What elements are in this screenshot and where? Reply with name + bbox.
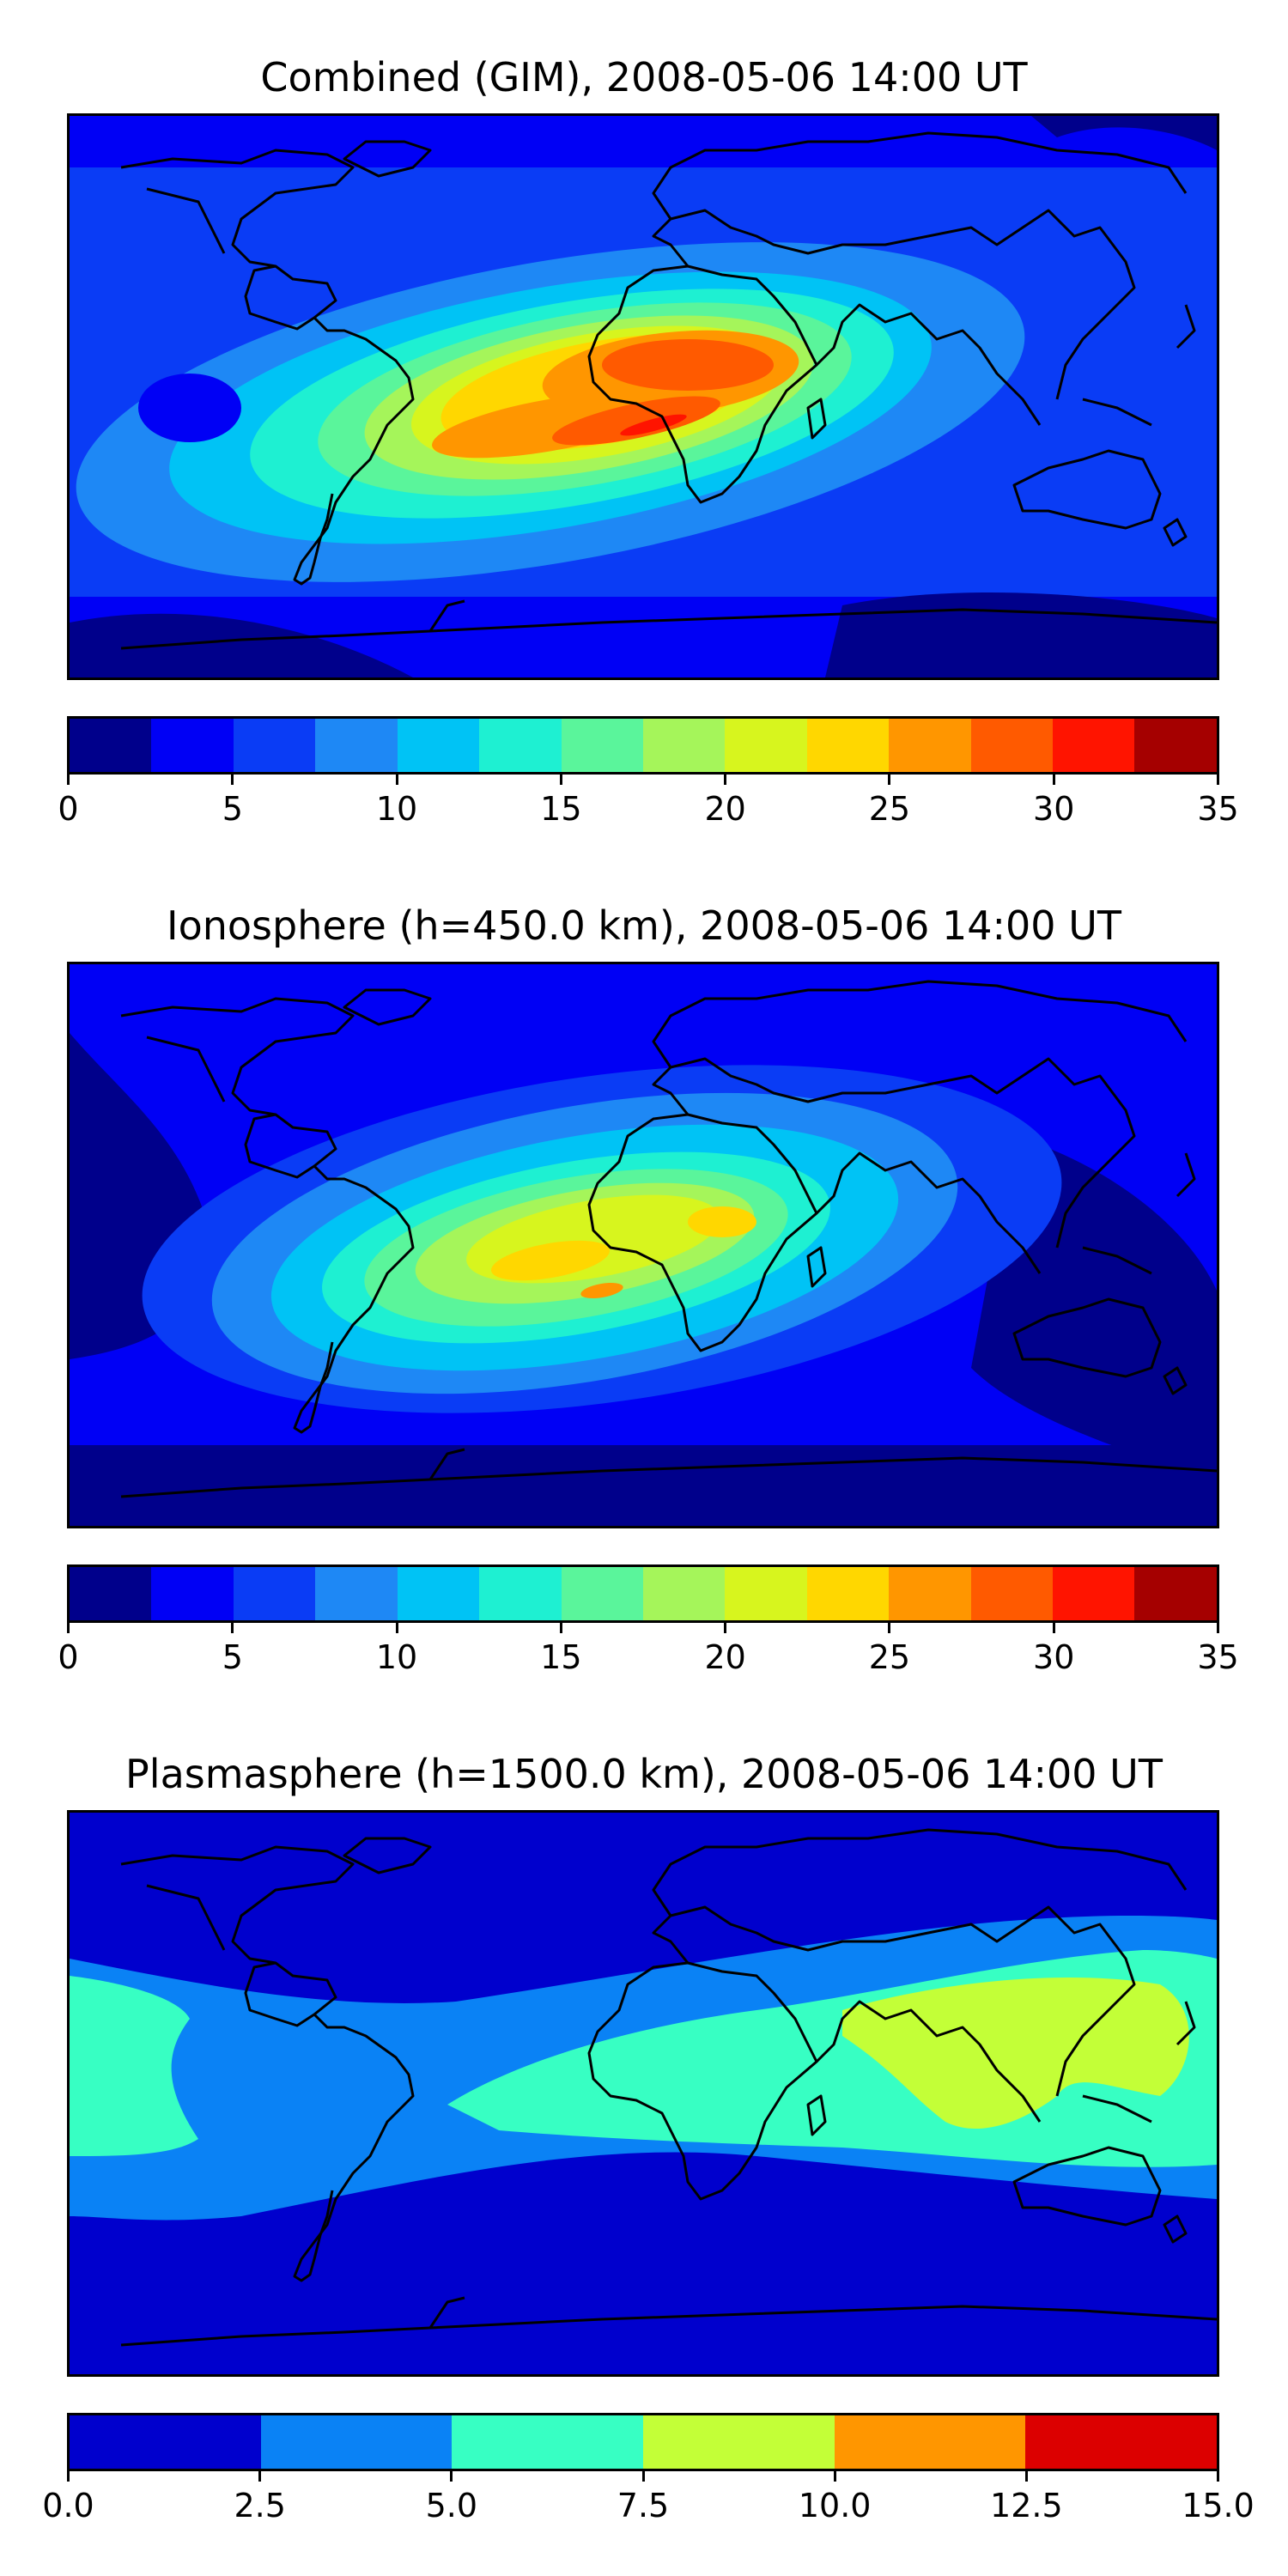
colorbar [67, 1564, 1219, 1623]
tick-mark [833, 2471, 836, 2482]
tick-mark [1052, 1623, 1055, 1633]
tick-mark [1217, 2471, 1219, 2482]
coastlines [120, 1828, 1217, 2347]
colorbar-segment [889, 719, 971, 772]
tick-label: 15.0 [1182, 2487, 1255, 2524]
tick-mark [888, 775, 891, 785]
tick-label: 15 [540, 1638, 582, 1676]
colorbar-segment [315, 719, 398, 772]
colorbar-segment [970, 719, 1054, 772]
colorbar-segment [725, 1567, 807, 1620]
tick-mark [395, 775, 398, 785]
tick-label: 35 [1197, 1638, 1239, 1676]
map-plot [67, 1810, 1219, 2377]
colorbar-ticks: 0 5 10 15 20 25 30 35 [58, 1623, 1239, 1683]
tick-mark [559, 1623, 562, 1633]
colorbar-segment [806, 719, 890, 772]
colorbar-segment [70, 1567, 152, 1620]
colorbar-segment [1025, 2415, 1218, 2469]
tick-label: 2.5 [234, 2487, 286, 2524]
tick-mark [1024, 2471, 1028, 2482]
tick-mark [395, 1623, 398, 1633]
panel-title: Plasmasphere (h=1500.0 km), 2008-05-06 1… [125, 1751, 1163, 1797]
colorbar-segment [479, 1567, 562, 1620]
colorbar-segment [889, 1567, 971, 1620]
colorbar-ticks: 0 5 10 15 20 25 30 35 [58, 775, 1239, 835]
colorbar-segment [725, 719, 807, 772]
map-plot [67, 113, 1219, 680]
tick-mark [231, 1623, 234, 1633]
colorbar-segment [642, 1567, 726, 1620]
contour-fill [70, 1813, 1217, 2374]
colorbar-segment [70, 719, 152, 772]
tick-label: 0 [58, 1638, 79, 1676]
tick-mark [450, 2471, 453, 2482]
colorbar-segment [1134, 719, 1217, 772]
panel-title: Combined (GIM), 2008-05-06 14:00 UT [260, 54, 1028, 100]
contour-fill [70, 964, 1217, 1526]
colorbar-segment [1134, 1567, 1217, 1620]
colorbar-segment [315, 1567, 398, 1620]
colorbar-segment [479, 719, 562, 772]
tick-label: 0.0 [42, 2487, 94, 2524]
colorbar-segment [151, 1567, 234, 1620]
tick-label: 30 [1033, 790, 1075, 828]
colorbar [67, 2413, 1219, 2471]
tick-label: 5.0 [425, 2487, 478, 2524]
tick-label: 35 [1197, 790, 1239, 828]
tick-mark [258, 2471, 262, 2482]
tick-mark [1217, 775, 1219, 785]
contour-fill [70, 116, 1217, 677]
panel-title: Ionosphere (h=450.0 km), 2008-05-06 14:0… [167, 902, 1121, 949]
tick-label: 7.5 [617, 2487, 670, 2524]
tick-mark [1217, 1623, 1219, 1633]
tick-label: 25 [868, 790, 911, 828]
tick-mark [724, 775, 727, 785]
coastlines [120, 980, 1217, 1498]
colorbar-segment [643, 2415, 835, 2469]
colorbar [67, 716, 1219, 775]
tick-mark [559, 775, 562, 785]
colorbar-segment [151, 719, 234, 772]
map-plot [67, 962, 1219, 1528]
tick-mark [641, 2471, 645, 2482]
tick-label: 10 [375, 1638, 418, 1676]
colorbar-segment [806, 1567, 890, 1620]
tick-mark [67, 2471, 70, 2482]
tick-mark [724, 1623, 727, 1633]
tick-label: 10.0 [798, 2487, 872, 2524]
colorbar-segment [397, 1567, 480, 1620]
tick-label: 10 [375, 790, 418, 828]
tick-mark [67, 775, 70, 785]
colorbar-segment [1053, 719, 1135, 772]
colorbar-segment [1053, 1567, 1135, 1620]
tick-mark [67, 1623, 70, 1633]
colorbar-segment [561, 719, 643, 772]
colorbar-segment [233, 1567, 316, 1620]
coastlines [120, 131, 1217, 650]
tick-label: 30 [1033, 1638, 1075, 1676]
tick-label: 5 [222, 1638, 243, 1676]
colorbar-ticks: 0.0 2.5 5.0 7.5 10.0 12.5 15.0 [42, 2471, 1255, 2531]
tick-mark [231, 775, 234, 785]
colorbar-segment [397, 719, 480, 772]
colorbar-segment [260, 2415, 453, 2469]
tick-mark [888, 1623, 891, 1633]
tick-label: 5 [222, 790, 243, 828]
tick-label: 25 [868, 1638, 911, 1676]
colorbar-segment [70, 2415, 261, 2469]
colorbar-segment [970, 1567, 1054, 1620]
tick-mark [1052, 775, 1055, 785]
colorbar-segment [834, 2415, 1026, 2469]
tick-label: 0 [58, 790, 79, 828]
tick-label: 20 [704, 790, 746, 828]
tick-label: 12.5 [990, 2487, 1063, 2524]
colorbar-segment [561, 1567, 643, 1620]
colorbar-segment [452, 2415, 644, 2469]
colorbar-segment [233, 719, 316, 772]
tick-label: 20 [704, 1638, 746, 1676]
colorbar-segment [642, 719, 726, 772]
tick-label: 15 [540, 790, 582, 828]
